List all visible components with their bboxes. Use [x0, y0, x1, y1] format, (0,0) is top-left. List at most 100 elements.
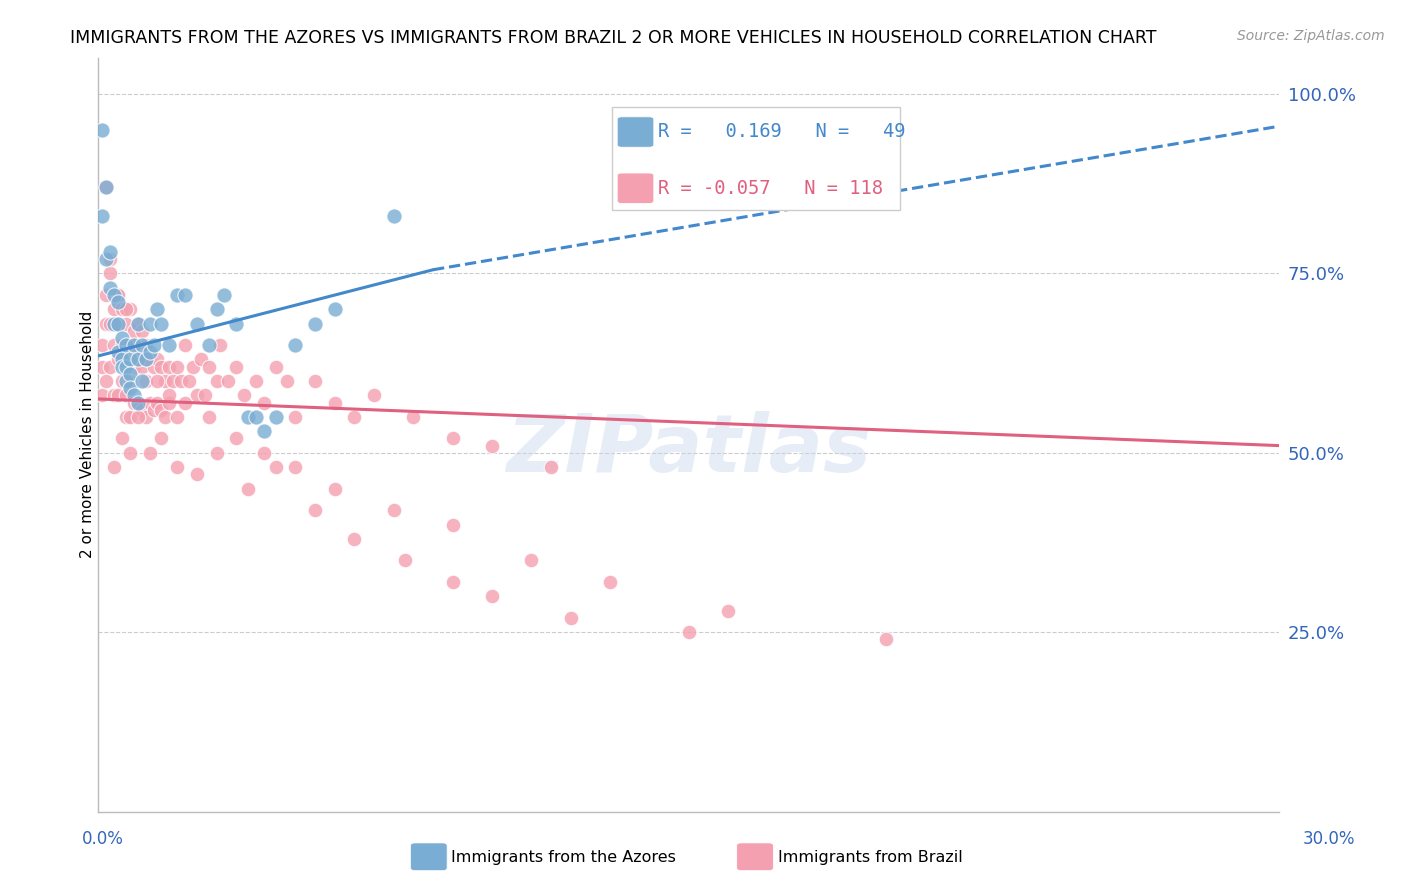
Point — [118, 352, 141, 367]
Point — [190, 352, 212, 367]
Text: 0.0%: 0.0% — [82, 830, 124, 848]
Point — [135, 352, 157, 367]
Point — [122, 324, 145, 338]
Point — [118, 302, 141, 317]
Point — [253, 446, 276, 460]
Point — [284, 460, 307, 475]
Point — [135, 352, 157, 367]
Point — [174, 288, 197, 302]
Point — [118, 374, 141, 388]
Point — [197, 338, 219, 352]
Point — [115, 359, 138, 374]
Point — [276, 374, 298, 388]
Point — [146, 302, 169, 317]
Text: Immigrants from the Azores: Immigrants from the Azores — [451, 850, 676, 864]
Point — [142, 338, 165, 352]
Point — [343, 532, 366, 546]
Point — [177, 374, 200, 388]
Point — [157, 388, 180, 402]
Point — [91, 388, 114, 402]
Point — [304, 503, 326, 517]
Point — [131, 374, 153, 388]
Point — [122, 359, 145, 374]
Point — [142, 359, 165, 374]
Point — [96, 317, 118, 331]
Point — [107, 295, 129, 310]
Point — [194, 388, 217, 402]
Point — [107, 352, 129, 367]
Point — [253, 424, 276, 438]
Point — [304, 317, 326, 331]
Point — [186, 388, 208, 402]
Point — [225, 317, 247, 331]
Point — [157, 395, 180, 409]
Point — [166, 409, 188, 424]
Point — [103, 288, 125, 302]
Point — [103, 317, 125, 331]
Point — [166, 359, 188, 374]
Point — [98, 317, 121, 331]
Point — [135, 409, 157, 424]
Point — [197, 359, 219, 374]
Point — [481, 590, 503, 604]
Point — [236, 409, 259, 424]
Point — [91, 338, 114, 352]
Point — [245, 409, 267, 424]
Point — [150, 432, 173, 446]
Point — [138, 317, 160, 331]
Point — [111, 374, 134, 388]
Point — [115, 317, 138, 331]
Point — [481, 439, 503, 453]
Point — [157, 359, 180, 374]
Point — [122, 395, 145, 409]
Point — [441, 574, 464, 589]
Point — [131, 324, 153, 338]
Point — [122, 388, 145, 402]
Point — [382, 209, 405, 223]
Point — [127, 395, 149, 409]
Point — [111, 359, 134, 374]
Point — [225, 359, 247, 374]
Point — [150, 317, 173, 331]
Point — [98, 244, 121, 259]
Point — [103, 388, 125, 402]
Point — [138, 345, 160, 359]
Point — [107, 345, 129, 359]
Point — [122, 338, 145, 352]
Point — [217, 374, 239, 388]
Point — [155, 374, 177, 388]
Point — [155, 409, 177, 424]
Point — [96, 288, 118, 302]
Point — [111, 331, 134, 345]
Point — [599, 574, 621, 589]
Point — [205, 374, 228, 388]
Text: 30.0%: 30.0% — [1302, 830, 1355, 848]
Point — [205, 302, 228, 317]
Point — [142, 402, 165, 417]
Y-axis label: 2 or more Vehicles in Household: 2 or more Vehicles in Household — [80, 311, 94, 558]
Point — [118, 446, 141, 460]
Point — [253, 395, 276, 409]
Point — [107, 317, 129, 331]
Point — [115, 302, 138, 317]
Point — [520, 553, 543, 567]
Point — [162, 374, 184, 388]
Point — [323, 395, 346, 409]
Point — [115, 409, 138, 424]
Point — [127, 317, 149, 331]
Point — [264, 460, 287, 475]
Point — [174, 338, 197, 352]
Point — [115, 374, 138, 388]
Point — [111, 432, 134, 446]
Point — [166, 460, 188, 475]
Point — [170, 374, 193, 388]
Point — [245, 374, 267, 388]
Point — [209, 338, 232, 352]
Point — [131, 402, 153, 417]
Point — [304, 374, 326, 388]
Point — [115, 338, 138, 352]
Point — [186, 467, 208, 482]
Point — [111, 302, 134, 317]
Point — [127, 317, 149, 331]
Point — [284, 338, 307, 352]
